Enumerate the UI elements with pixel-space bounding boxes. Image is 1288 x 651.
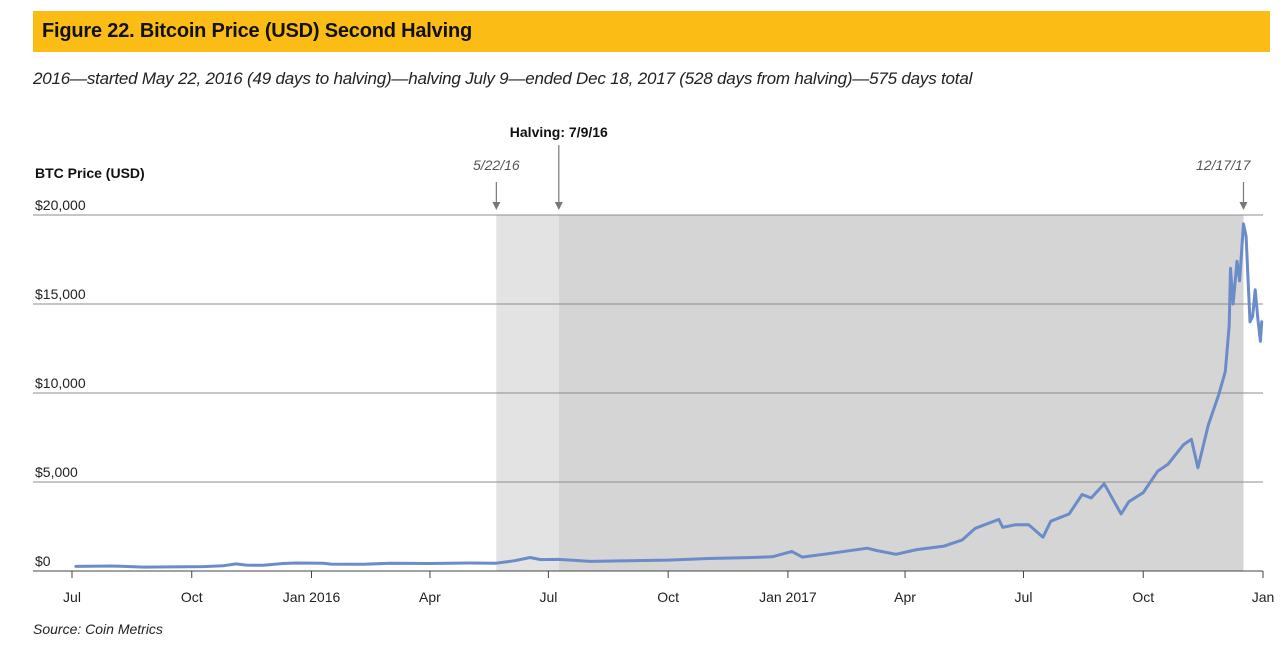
y-tick-label: $0 bbox=[35, 553, 51, 569]
source-note: Source: Coin Metrics bbox=[33, 621, 163, 637]
x-tick-label: Oct bbox=[1132, 589, 1154, 605]
title-bar: Figure 22. Bitcoin Price (USD) Second Ha… bbox=[33, 11, 1270, 52]
y-axis-label: BTC Price (USD) bbox=[35, 165, 145, 181]
x-axis: Jul Oct Jan 2016 Apr Jul Oct Jan 2017 Apr Jul Oct… bbox=[63, 571, 1274, 605]
x-tick-label: Apr bbox=[894, 589, 916, 605]
y-tick-label: $10,000 bbox=[35, 375, 86, 391]
annotation-arrowhead bbox=[1239, 202, 1248, 210]
x-tick-label: Jul bbox=[1015, 589, 1033, 605]
x-tick-label: Jan 2017 bbox=[759, 589, 817, 605]
y-tick-labels: $0 $5,000 $10,000 $15,000 $20,000 bbox=[35, 197, 86, 569]
price-series bbox=[74, 222, 1264, 569]
y-tick-label: $15,000 bbox=[35, 286, 86, 302]
x-tick-label: Jan 2016 bbox=[283, 589, 341, 605]
chart-title: Figure 22. Bitcoin Price (USD) Second Ha… bbox=[42, 20, 472, 42]
annotation-arrowhead bbox=[492, 202, 501, 210]
annotations: 5/22/16 Halving: 7/9/16 12/17/17 bbox=[473, 124, 1252, 210]
price-line bbox=[74, 222, 1264, 569]
x-tick-label: Oct bbox=[181, 589, 203, 605]
x-tick-label: Jan bbox=[1252, 589, 1275, 605]
x-tick-label: Apr bbox=[419, 589, 441, 605]
annotation-label: 5/22/16 bbox=[473, 157, 520, 173]
chart-subtitle: 2016—started May 22, 2016 (49 days to ha… bbox=[33, 69, 973, 88]
annotation-arrowhead bbox=[554, 202, 563, 210]
y-tick-label: $5,000 bbox=[35, 464, 78, 480]
grid-lines bbox=[33, 214, 1263, 572]
y-tick-label: $20,000 bbox=[35, 197, 86, 213]
annotation-label: Halving: 7/9/16 bbox=[510, 124, 608, 140]
annotation-label: 12/17/17 bbox=[1196, 157, 1252, 173]
x-tick-label: Jul bbox=[63, 589, 81, 605]
x-tick-label: Jul bbox=[539, 589, 557, 605]
x-tick-label: Oct bbox=[657, 589, 679, 605]
